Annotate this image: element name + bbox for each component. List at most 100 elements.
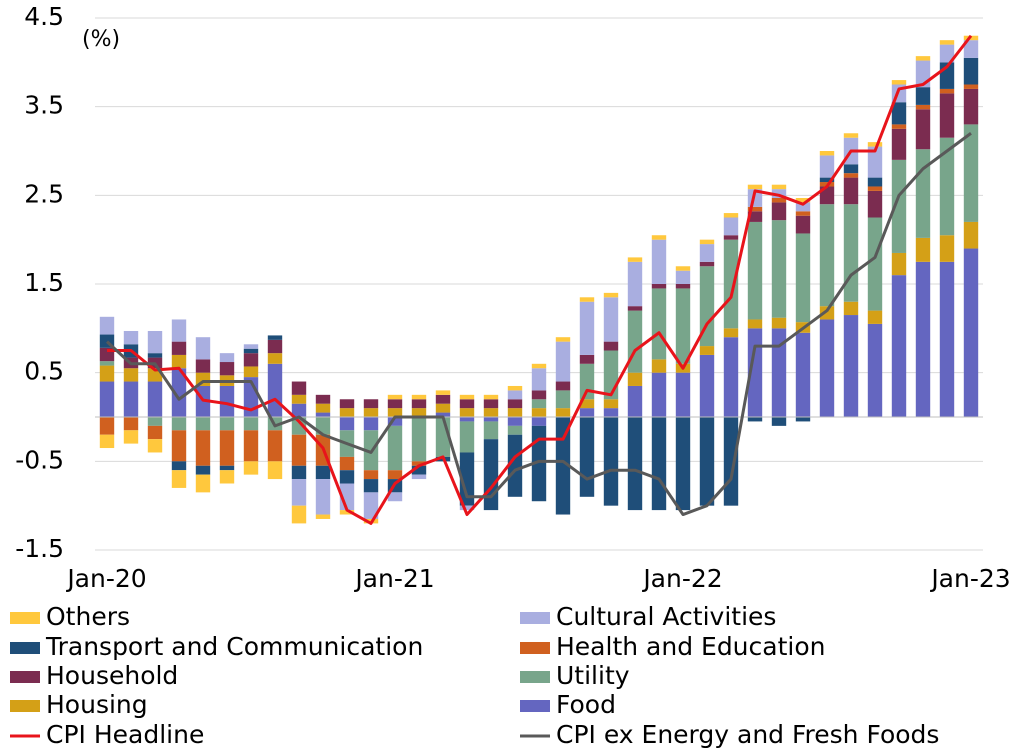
bar-segment xyxy=(459,408,475,417)
bar-segment xyxy=(627,257,643,262)
bar-segment xyxy=(291,403,307,417)
bar-segment xyxy=(339,470,355,484)
bar-segment xyxy=(531,408,547,417)
bar-segment xyxy=(171,461,187,471)
bar-segment xyxy=(267,461,283,480)
bar-segment xyxy=(747,184,763,190)
bar-segment xyxy=(459,421,475,453)
bar-segment xyxy=(723,417,739,506)
bar-segment xyxy=(99,361,115,366)
bar-segment xyxy=(555,408,571,417)
bar-segment xyxy=(867,142,883,147)
bar-segment xyxy=(939,40,955,45)
bar-segment xyxy=(915,237,931,262)
bar-segment xyxy=(963,57,979,85)
bar-segment xyxy=(627,261,643,307)
bar-segment xyxy=(339,456,355,471)
legend-swatch xyxy=(520,700,550,712)
bar-segment xyxy=(531,417,547,426)
bar-segment xyxy=(123,430,139,444)
bar-segment xyxy=(171,470,187,488)
bar-segment xyxy=(363,399,379,409)
legend-label: Food xyxy=(556,690,616,719)
bar-segment xyxy=(243,366,259,378)
bar-segment xyxy=(147,439,163,453)
bar-segment xyxy=(315,412,331,417)
legend-label: CPI ex Energy and Fresh Foods xyxy=(556,720,939,749)
bar-segment xyxy=(963,221,979,249)
legend-label: CPI Headline xyxy=(46,720,204,749)
bar-segment xyxy=(147,381,163,417)
bar-segment xyxy=(915,109,931,150)
x-tick-label: Jan-20 xyxy=(65,564,146,593)
bar-segment xyxy=(315,479,331,515)
bar-segment xyxy=(171,417,187,431)
bar-segment xyxy=(819,177,835,183)
bar-segment xyxy=(891,124,907,129)
bar-segment xyxy=(675,284,691,289)
bar-segment xyxy=(243,430,259,462)
bar-segment xyxy=(99,434,115,449)
bar-segment xyxy=(747,328,763,417)
x-tick-label: Jan-21 xyxy=(353,564,434,593)
bar-segment xyxy=(411,465,427,475)
bar-segment xyxy=(531,399,547,409)
bar-segment xyxy=(915,261,931,417)
y-tick-label: 1.5 xyxy=(24,268,64,297)
bar-segment xyxy=(555,337,571,342)
legend-label: Household xyxy=(46,661,178,690)
bar-segment xyxy=(171,430,187,462)
bar-segment xyxy=(579,408,595,417)
legend-swatch xyxy=(10,671,40,683)
bar-segment xyxy=(147,417,163,426)
bar-segment xyxy=(795,215,811,234)
bar-segment xyxy=(363,479,379,493)
line-series xyxy=(105,132,972,517)
bar-segment xyxy=(555,341,571,382)
bar-segment xyxy=(459,417,475,422)
bar-segment xyxy=(171,319,187,342)
bar-segment xyxy=(891,128,907,160)
bar-segment xyxy=(267,430,283,462)
bar-segment xyxy=(291,505,307,524)
bar-segment xyxy=(771,202,787,221)
bar-segment xyxy=(99,381,115,417)
bar-segment xyxy=(195,430,211,466)
bar-segment xyxy=(171,341,187,355)
bar-segment xyxy=(651,235,667,240)
bar-segment xyxy=(291,479,307,506)
bar-segment xyxy=(819,204,835,307)
bar-segment xyxy=(675,288,691,364)
bar-segment xyxy=(627,385,643,417)
bar-segment xyxy=(123,417,139,431)
bar-segment xyxy=(771,184,787,190)
bar-segment xyxy=(219,465,235,471)
bar-segment xyxy=(603,297,619,342)
bar-segment xyxy=(147,425,163,440)
bar-segment xyxy=(603,408,619,417)
legend-swatch xyxy=(520,642,550,654)
bar-segment xyxy=(963,40,979,58)
bar-segment xyxy=(723,239,739,329)
bar-segment xyxy=(963,124,979,222)
bar-segment xyxy=(195,359,211,373)
bar-segment xyxy=(771,220,787,318)
legend-label: Health and Education xyxy=(556,632,825,661)
bar-segment xyxy=(483,408,499,417)
bar-segment xyxy=(867,146,883,178)
bar-segment xyxy=(339,399,355,409)
bar-segment xyxy=(939,235,955,262)
legend-swatch xyxy=(10,612,40,624)
bar-segment xyxy=(315,514,331,519)
bar-segment xyxy=(651,288,667,360)
bar-segment xyxy=(123,330,139,345)
bar-segment xyxy=(387,417,403,426)
bar-segment xyxy=(723,328,739,338)
bar-segment xyxy=(651,284,667,289)
bar-segment xyxy=(699,346,715,355)
bar-segment xyxy=(843,301,859,316)
bar-segment xyxy=(387,399,403,409)
bar-segment xyxy=(747,319,763,329)
bar-segment xyxy=(747,417,763,422)
legend-swatch xyxy=(520,671,550,683)
